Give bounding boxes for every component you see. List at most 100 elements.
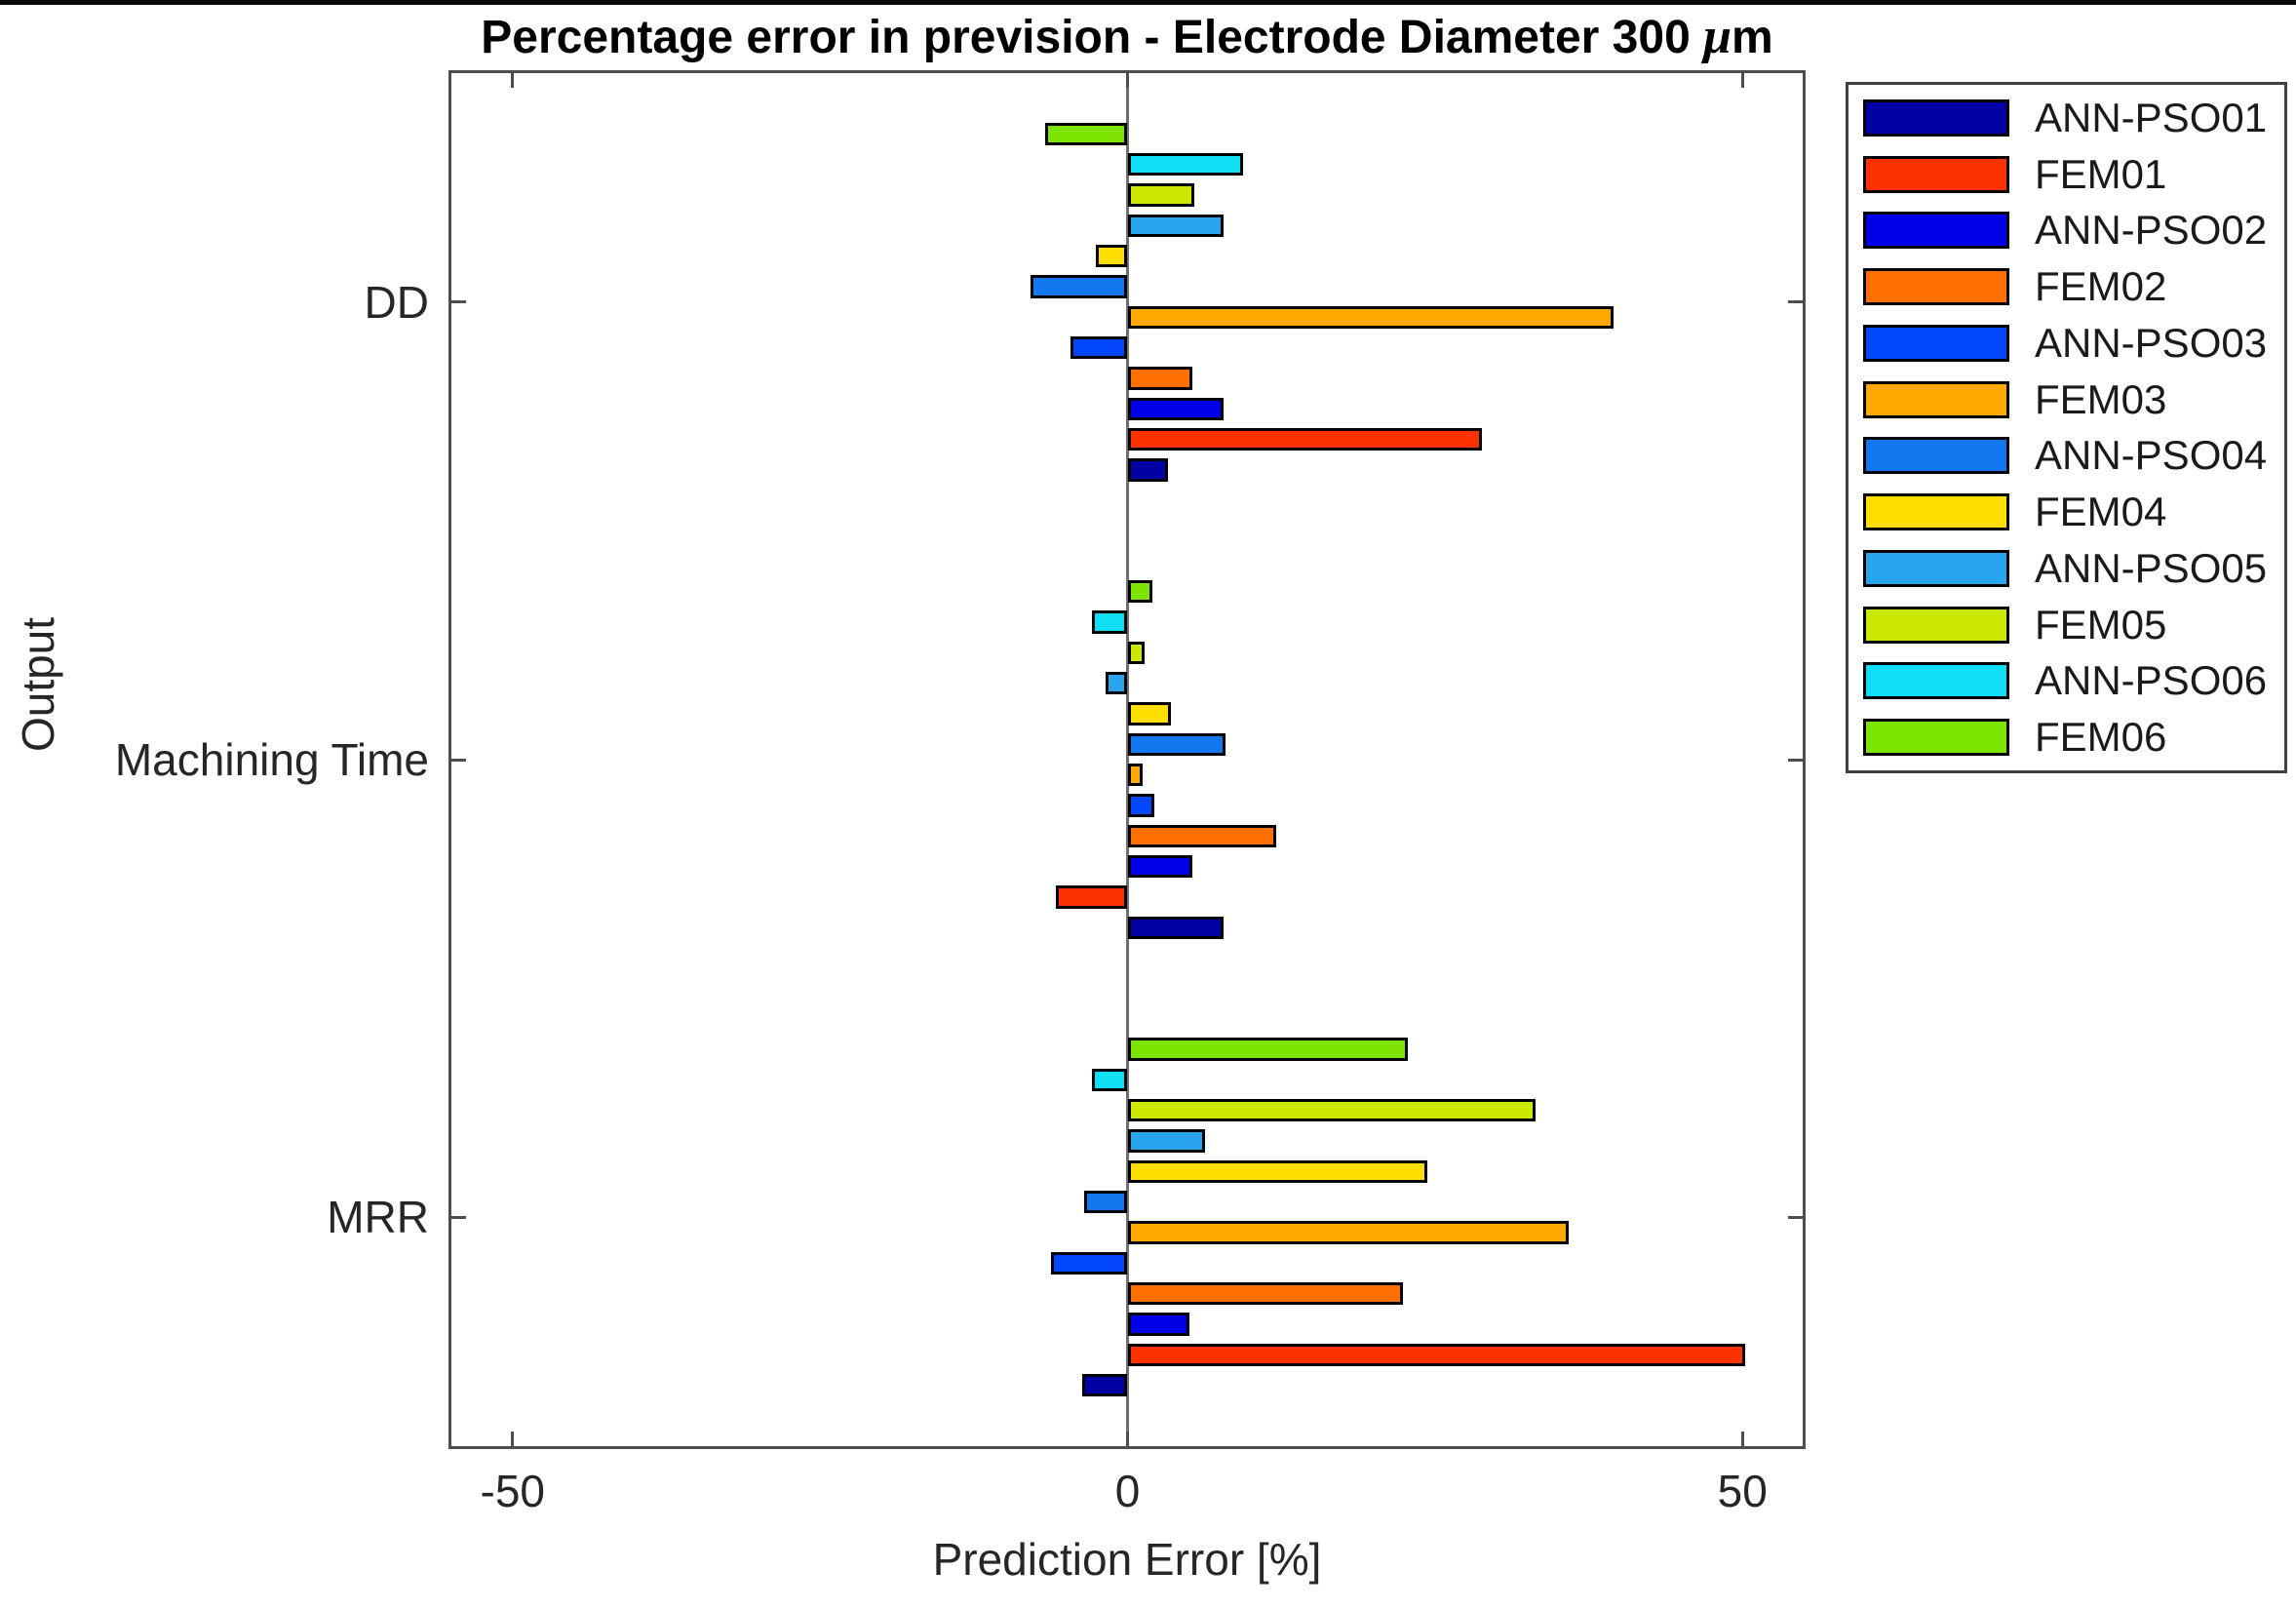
y-tick-MRR (451, 1215, 466, 1219)
x-tick-0 (1126, 1432, 1129, 1446)
legend-label-FEM05: FEM05 (2035, 601, 2167, 648)
legend-label-ANN-PSO05: ANN-PSO05 (2035, 544, 2268, 591)
bar-FEM04-Machining-Time (1127, 702, 1171, 726)
y-category-label-Machining-Time: Machining Time (114, 734, 429, 785)
bar-ANN-PSO05-Machining-Time (1105, 671, 1128, 695)
bar-FEM05-Machining-Time (1127, 641, 1146, 665)
legend-label-FEM02: FEM02 (2035, 263, 2167, 310)
bar-ANN-PSO04-Machining-Time (1127, 732, 1226, 757)
bar-ANN-PSO06-MRR (1091, 1068, 1128, 1092)
x-tick-0 (1126, 73, 1129, 88)
bar-ANN-PSO02-DD (1127, 397, 1224, 421)
bar-FEM01-MRR (1127, 1343, 1745, 1367)
legend-row-FEM03: FEM03 (1863, 372, 2284, 428)
x-tick-50 (1740, 1432, 1744, 1446)
bar-FEM02-MRR (1127, 1281, 1404, 1306)
y-category-label-DD: DD (364, 276, 429, 328)
bar-ANN-PSO04-DD (1030, 275, 1128, 298)
chart-title: Percentage error in prevision - Electrod… (0, 8, 2254, 65)
x-tick-label-50: 50 (1717, 1466, 1768, 1516)
legend-label-ANN-PSO03: ANN-PSO03 (2035, 319, 2268, 366)
bar-ANN-PSO01-MRR (1081, 1373, 1128, 1397)
legend-row-FEM05: FEM05 (1863, 597, 2284, 653)
y-tick-Machining-Time (451, 758, 466, 762)
plot-area (448, 70, 1806, 1449)
legend-label-ANN-PSO02: ANN-PSO02 (2035, 207, 2268, 254)
legend-swatch-FEM04 (1863, 493, 2009, 531)
legend-swatch-ANN-PSO01 (1863, 98, 2009, 137)
bar-FEM04-DD (1095, 244, 1128, 268)
legend-row-ANN-PSO06: ANN-PSO06 (1863, 653, 2284, 710)
title-unit: m (1732, 12, 1773, 63)
bar-ANN-PSO01-Machining-Time (1127, 916, 1224, 940)
bar-ANN-PSO01-DD (1127, 458, 1169, 482)
title-mu-symbol: μ (1703, 9, 1732, 64)
legend-label-FEM03: FEM03 (2035, 375, 2167, 422)
legend-label-FEM01: FEM01 (2035, 150, 2167, 197)
y-tick-DD (1788, 300, 1803, 304)
y-axis-label: Output (13, 616, 63, 753)
y-category-label-MRR: MRR (327, 1192, 429, 1243)
legend-label-ANN-PSO04: ANN-PSO04 (2035, 432, 2268, 479)
x-tick--50 (511, 73, 515, 88)
bar-FEM06-MRR (1127, 1038, 1409, 1061)
legend-row-ANN-PSO04: ANN-PSO04 (1863, 428, 2284, 485)
legend-swatch-ANN-PSO03 (1863, 324, 2009, 362)
legend-swatch-FEM05 (1863, 606, 2009, 644)
bar-ANN-PSO04-MRR (1084, 1190, 1128, 1214)
bar-FEM01-Machining-Time (1056, 885, 1128, 909)
legend-label-FEM04: FEM04 (2035, 489, 2167, 535)
bar-FEM02-DD (1127, 367, 1193, 390)
x-tick-label-0: 0 (1114, 1466, 1141, 1516)
legend-row-FEM02: FEM02 (1863, 258, 2284, 315)
x-axis-label: Prediction Error [%] (932, 1534, 1322, 1585)
title-text: Percentage error in prevision - Electrod… (481, 12, 1704, 63)
legend-row-FEM01: FEM01 (1863, 146, 2284, 203)
bar-FEM02-Machining-Time (1127, 824, 1277, 848)
bar-FEM03-MRR (1127, 1221, 1570, 1244)
zero-gridline (1126, 73, 1129, 1446)
bar-FEM05-MRR (1127, 1098, 1537, 1122)
legend-label-ANN-PSO06: ANN-PSO06 (2035, 657, 2268, 704)
bar-FEM06-Machining-Time (1127, 579, 1152, 604)
bar-ANN-PSO05-MRR (1127, 1129, 1205, 1153)
legend-label-FEM06: FEM06 (2035, 714, 2167, 761)
bar-FEM05-DD (1127, 183, 1194, 207)
bar-ANN-PSO02-MRR (1127, 1313, 1189, 1336)
legend-row-ANN-PSO05: ANN-PSO05 (1863, 540, 2284, 597)
bar-FEM03-Machining-Time (1127, 763, 1143, 787)
legend-swatch-FEM03 (1863, 380, 2009, 418)
y-tick-DD (451, 300, 466, 304)
x-tick--50 (511, 1432, 515, 1446)
legend-swatch-ANN-PSO02 (1863, 212, 2009, 250)
legend-swatch-FEM06 (1863, 719, 2009, 757)
bar-ANN-PSO06-DD (1127, 152, 1244, 177)
bar-ANN-PSO03-MRR (1051, 1251, 1128, 1275)
legend-swatch-ANN-PSO06 (1863, 662, 2009, 700)
bar-ANN-PSO03-Machining-Time (1127, 794, 1155, 817)
legend-row-ANN-PSO03: ANN-PSO03 (1863, 315, 2284, 372)
bar-ANN-PSO06-Machining-Time (1091, 610, 1128, 634)
legend-swatch-ANN-PSO04 (1863, 437, 2009, 475)
legend-row-ANN-PSO01: ANN-PSO01 (1863, 90, 2284, 146)
legend: ANN-PSO01 FEM01 ANN-PSO02 FEM02 ANN-PSO03 FEM… (1846, 82, 2287, 773)
bar-ANN-PSO02-Machining-Time (1127, 854, 1193, 879)
bar-FEM01-DD (1127, 427, 1482, 451)
y-tick-MRR (1788, 1215, 1803, 1219)
legend-swatch-FEM01 (1863, 155, 2009, 193)
bar-FEM03-DD (1127, 305, 1614, 330)
legend-swatch-ANN-PSO05 (1863, 549, 2009, 587)
bar-ANN-PSO05-DD (1127, 214, 1224, 238)
legend-row-FEM06: FEM06 (1863, 709, 2284, 765)
x-tick-label--50: -50 (480, 1466, 545, 1516)
y-tick-Machining-Time (1788, 758, 1803, 762)
window-top-edge (0, 0, 2296, 5)
bar-ANN-PSO03-DD (1070, 335, 1128, 360)
legend-row-ANN-PSO02: ANN-PSO02 (1863, 203, 2284, 259)
legend-swatch-FEM02 (1863, 268, 2009, 306)
bar-FEM04-MRR (1127, 1159, 1428, 1184)
x-tick-50 (1740, 73, 1744, 88)
legend-row-FEM04: FEM04 (1863, 484, 2284, 540)
bar-FEM06-DD (1044, 122, 1128, 146)
